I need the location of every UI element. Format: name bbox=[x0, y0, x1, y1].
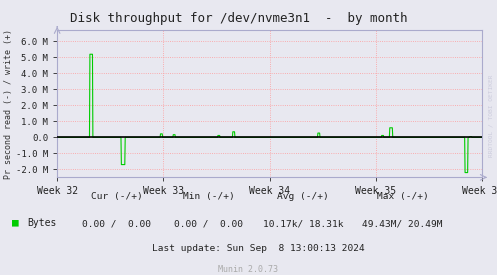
Text: Disk throughput for /dev/nvme3n1  -  by month: Disk throughput for /dev/nvme3n1 - by mo… bbox=[70, 12, 408, 25]
Text: 0.00 /  0.00: 0.00 / 0.00 bbox=[174, 220, 243, 229]
Text: Max (-/+): Max (-/+) bbox=[377, 192, 428, 201]
Text: RRDTOOL / TOBI OETIKER: RRDTOOL / TOBI OETIKER bbox=[489, 74, 494, 157]
Text: ■: ■ bbox=[12, 218, 19, 228]
Text: Min (-/+): Min (-/+) bbox=[183, 192, 235, 201]
Text: 49.43M/ 20.49M: 49.43M/ 20.49M bbox=[362, 220, 443, 229]
Text: Last update: Sun Sep  8 13:00:13 2024: Last update: Sun Sep 8 13:00:13 2024 bbox=[152, 244, 365, 253]
Y-axis label: Pr second read (-) / write (+): Pr second read (-) / write (+) bbox=[4, 29, 13, 179]
Text: Munin 2.0.73: Munin 2.0.73 bbox=[219, 265, 278, 274]
Text: Bytes: Bytes bbox=[27, 218, 57, 228]
Text: 0.00 /  0.00: 0.00 / 0.00 bbox=[83, 220, 151, 229]
Text: Avg (-/+): Avg (-/+) bbox=[277, 192, 329, 201]
Text: Cur (-/+): Cur (-/+) bbox=[91, 192, 143, 201]
Text: 10.17k/ 18.31k: 10.17k/ 18.31k bbox=[263, 220, 343, 229]
